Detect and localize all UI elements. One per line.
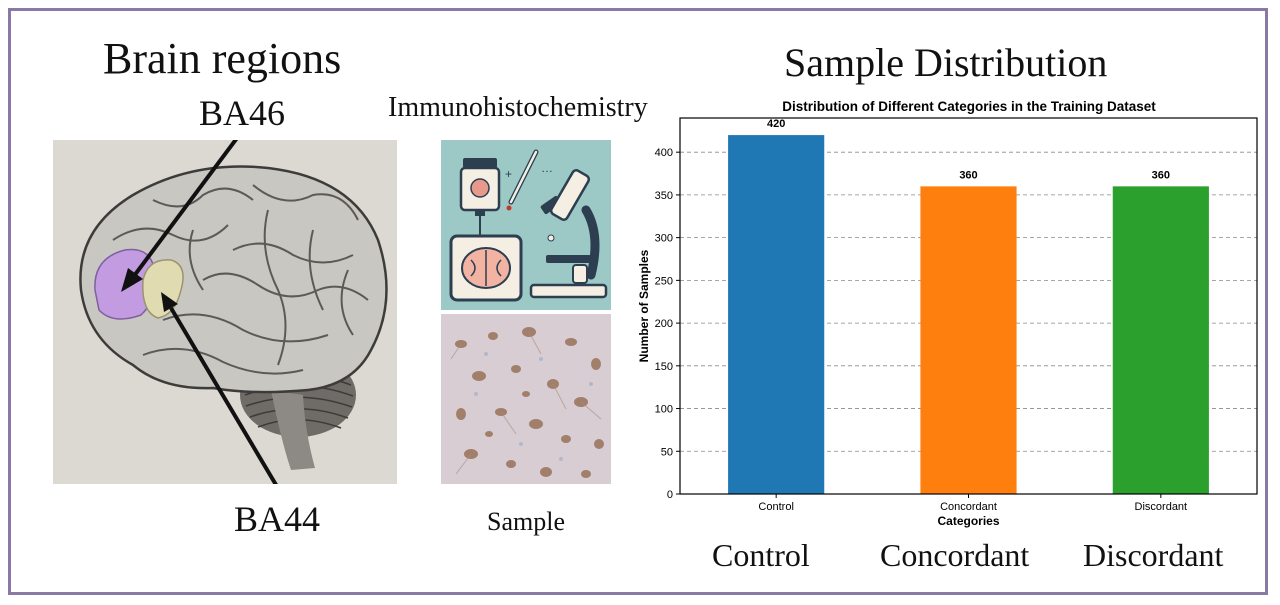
pipette-icon [506,149,539,211]
bar-chart: Distribution of Different Categories in … [637,99,1258,528]
ba46-arrow [129,140,239,282]
category-label-control: Control [712,537,810,573]
x-tick-label-discordant: Discordant [1135,501,1188,513]
bar-concordant [920,186,1017,494]
y-tick-label: 50 [661,446,673,458]
reagent-jar-icon [459,158,501,216]
category-label-concordant: Concordant [880,537,1030,573]
y-tick-label: 250 [655,275,673,287]
category-label-discordant: Discordant [1083,537,1224,573]
ba44-label: BA44 [234,499,321,539]
data-label-control: 420 [767,118,785,130]
x-tick-label-concordant: Concordant [940,501,997,513]
svg-text:…: … [541,161,553,175]
y-tick-label: 0 [667,489,673,501]
ihc-illustration: + … [441,140,611,310]
chart-title: Distribution of Different Categories in … [782,99,1156,114]
brain-regions-title: Brain regions [103,34,342,83]
svg-text:+: + [505,167,512,181]
ba46-arrowhead [121,268,143,292]
ba44-arrowhead [161,292,178,312]
y-tick-label: 150 [655,361,673,373]
plot-frame [679,117,1258,495]
y-tick-label: 350 [655,190,673,202]
brainstem [271,390,315,470]
data-label-concordant: 360 [959,169,977,181]
x-tick-label-control: Control [758,501,793,513]
microscope-icon [529,169,608,299]
x-axis-label: Categories [937,514,999,528]
immunohistochemistry-title: Immunohistochemistry [388,92,648,123]
y-axis-label: Number of Samples [637,249,651,362]
y-tick-label: 200 [655,318,673,330]
y-tick-label: 400 [655,147,673,159]
monitor-brain-icon [449,216,523,302]
sample-distribution-title: Sample Distribution [784,40,1108,85]
sample-label: Sample [487,507,565,536]
y-tick-label: 300 [655,233,673,245]
ba44-arrow [169,306,278,484]
ba46-label: BA46 [199,93,286,133]
bar-discordant [1112,186,1209,494]
data-label-discordant: 360 [1152,169,1170,181]
figure-frame [8,8,1268,595]
brain-illustration [53,140,397,484]
ihc-sample-image [441,314,611,484]
bar-control [728,135,825,494]
cerebrum [79,165,388,394]
y-tick-label: 100 [655,404,673,416]
